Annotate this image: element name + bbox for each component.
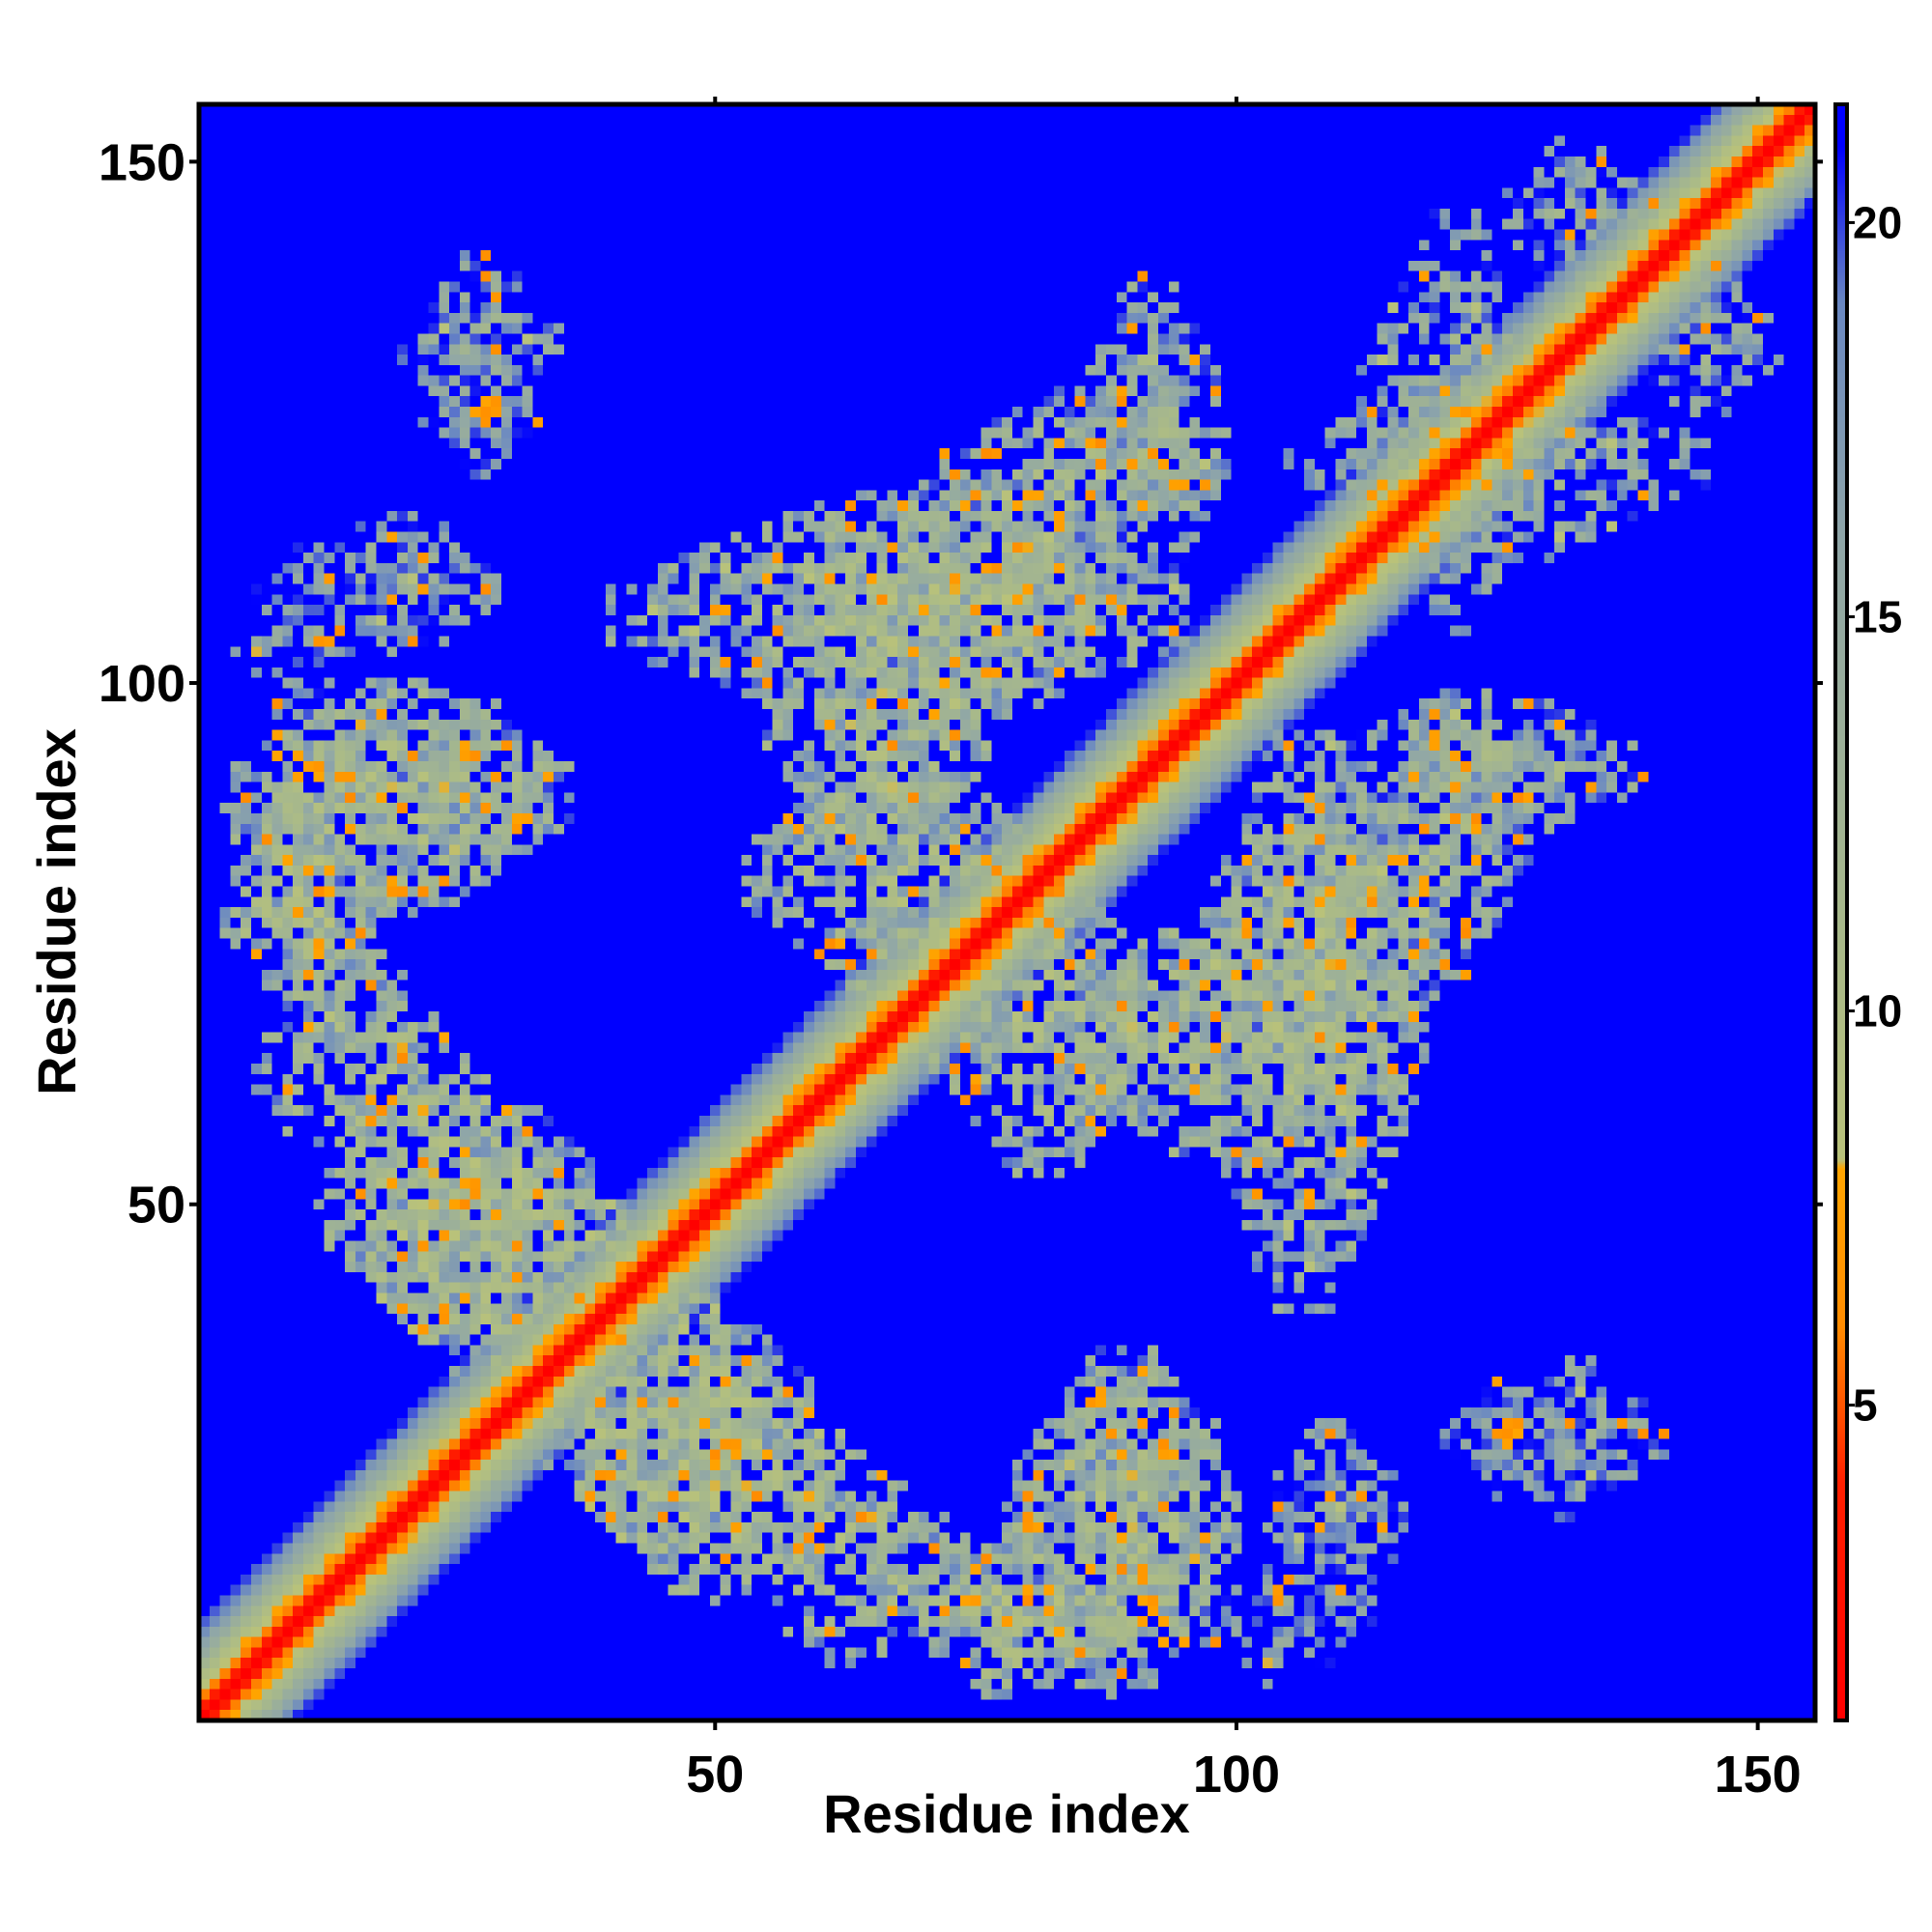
colorbar-tick-label: 10 — [1853, 986, 1902, 1037]
heatmap-cells — [199, 104, 1815, 1720]
y-axis-label: Residue index — [26, 728, 87, 1095]
x-tick-label: 150 — [1715, 1746, 1802, 1804]
colorbar-ticks: 5 10 15 20 — [1847, 197, 1902, 1431]
plot-frame — [196, 101, 1818, 1723]
y-tick-label: 50 — [128, 1177, 185, 1235]
x-axis-label: Residue index — [823, 1783, 1190, 1844]
x-tick-label: 50 — [686, 1746, 744, 1804]
colorbar-tick-label: 5 — [1853, 1380, 1878, 1431]
y-axis-ticks: 50 100 150 — [99, 133, 1823, 1235]
x-tick-label: 100 — [1193, 1746, 1280, 1804]
colorbar-tick-label: 15 — [1853, 591, 1902, 641]
y-tick-label: 150 — [99, 133, 185, 191]
colorbar-gradient — [1835, 104, 1847, 1720]
colorbar-tick-label: 20 — [1853, 197, 1902, 247]
y-tick-label: 100 — [99, 655, 185, 713]
colorbar-frame — [1833, 102, 1849, 1722]
x-axis-ticks: 50 100 150 — [686, 97, 1802, 1804]
